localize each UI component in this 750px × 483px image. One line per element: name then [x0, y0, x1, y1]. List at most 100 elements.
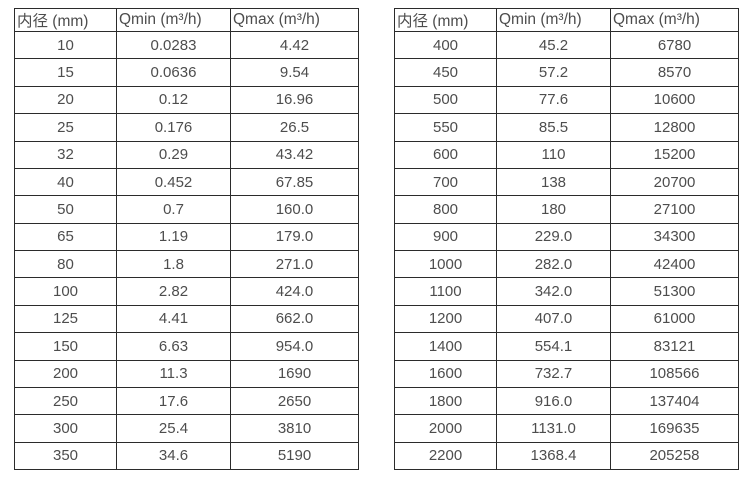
table-cell: 25: [14, 113, 117, 142]
table-row: 600 110 15200: [394, 140, 739, 169]
table-cell: 900: [394, 222, 497, 252]
table-cell: 20700: [610, 167, 739, 197]
table-cell: 169635: [610, 414, 739, 443]
table-row: 15 0.0636 9.54: [14, 58, 359, 87]
table-cell: 6780: [610, 30, 739, 60]
table-cell: 34.6: [116, 441, 231, 471]
table-cell: 407.0: [496, 304, 611, 334]
table-row: 2200 1368.4 205258: [394, 441, 739, 471]
table-cell: 16.96: [230, 85, 359, 115]
table-cell: 10: [14, 30, 117, 60]
table-cell: 180: [496, 195, 611, 224]
flow-spec-table-small-diameters: 内径 (mm) Qmin (m³/h) Qmax (m³/h) 10 0.0283 4.…: [14, 8, 359, 471]
table-cell: 179.0: [230, 222, 359, 252]
table-cell: 0.176: [116, 113, 231, 142]
table-cell: 51300: [610, 277, 739, 306]
table-cell: 50: [14, 195, 117, 224]
table-cell: 916.0: [496, 386, 611, 416]
table-cell: 1.19: [116, 222, 231, 252]
table-cell: 0.29: [116, 140, 231, 169]
table-row: 400 45.2 6780: [394, 30, 739, 60]
table-row: 2000 1131.0 169635: [394, 414, 739, 443]
table-row: 300 25.4 3810: [14, 414, 359, 443]
column-header: 内径 (mm): [394, 8, 497, 32]
table-cell: 17.6: [116, 386, 231, 416]
table-cell: 125: [14, 304, 117, 334]
table-cell: 160.0: [230, 195, 359, 224]
table-cell: 11.3: [116, 359, 231, 388]
table-row: 500 77.6 10600: [394, 85, 739, 115]
table-cell: 700: [394, 167, 497, 197]
table-cell: 4.42: [230, 30, 359, 60]
table-row: 50 0.7 160.0: [14, 195, 359, 224]
table-cell: 954.0: [230, 332, 359, 361]
table-cell: 65: [14, 222, 117, 252]
table-cell: 27100: [610, 195, 739, 224]
table-row: 1200 407.0 61000: [394, 304, 739, 334]
table-cell: 32: [14, 140, 117, 169]
table-cell: 80: [14, 249, 117, 279]
table-cell: 2.82: [116, 277, 231, 306]
table-row: 1800 916.0 137404: [394, 386, 739, 416]
table-cell: 0.0636: [116, 58, 231, 87]
table-row: 250 17.6 2650: [14, 386, 359, 416]
table-row: 700 138 20700: [394, 167, 739, 197]
table-cell: 1200: [394, 304, 497, 334]
table-row: 900 229.0 34300: [394, 222, 739, 252]
table-cell: 10600: [610, 85, 739, 115]
table-cell: 100: [14, 277, 117, 306]
table-row: 1000 282.0 42400: [394, 249, 739, 279]
table-cell: 0.0283: [116, 30, 231, 60]
table-cell: 250: [14, 386, 117, 416]
table-cell: 5190: [230, 441, 359, 471]
table-cell: 450: [394, 58, 497, 87]
table-cell: 600: [394, 140, 497, 169]
table-cell: 1800: [394, 386, 497, 416]
table-cell: 9.54: [230, 58, 359, 87]
table-cell: 229.0: [496, 222, 611, 252]
table-cell: 271.0: [230, 249, 359, 279]
header-row: 内径 (mm) Qmin (m³/h) Qmax (m³/h): [14, 8, 359, 32]
column-header: Qmin (m³/h): [496, 8, 611, 32]
table-cell: 1.8: [116, 249, 231, 279]
table-row: 200 11.3 1690: [14, 359, 359, 388]
table-cell: 12800: [610, 113, 739, 142]
table-cell: 77.6: [496, 85, 611, 115]
column-header: Qmax (m³/h): [230, 8, 359, 32]
table-row: 1400 554.1 83121: [394, 332, 739, 361]
table-cell: 4.41: [116, 304, 231, 334]
table-cell: 1690: [230, 359, 359, 388]
table-row: 40 0.452 67.85: [14, 167, 359, 197]
table-cell: 61000: [610, 304, 739, 334]
table-cell: 0.452: [116, 167, 231, 197]
table-cell: 732.7: [496, 359, 611, 388]
table-cell: 282.0: [496, 249, 611, 279]
table-cell: 350: [14, 441, 117, 471]
table-cell: 500: [394, 85, 497, 115]
table-cell: 2200: [394, 441, 497, 471]
table-row: 1100 342.0 51300: [394, 277, 739, 306]
column-header: 内径 (mm): [14, 8, 117, 32]
table-cell: 40: [14, 167, 117, 197]
table-cell: 554.1: [496, 332, 611, 361]
table-cell: 108566: [610, 359, 739, 388]
table-cell: 0.7: [116, 195, 231, 224]
table-cell: 1400: [394, 332, 497, 361]
table-cell: 57.2: [496, 58, 611, 87]
table-cell: 0.12: [116, 85, 231, 115]
table-row: 450 57.2 8570: [394, 58, 739, 87]
table-cell: 137404: [610, 386, 739, 416]
table-row: 10 0.0283 4.42: [14, 30, 359, 60]
header-row: 内径 (mm) Qmin (m³/h) Qmax (m³/h): [394, 8, 739, 32]
table-cell: 800: [394, 195, 497, 224]
table-row: 125 4.41 662.0: [14, 304, 359, 334]
table-cell: 205258: [610, 441, 739, 471]
table-cell: 662.0: [230, 304, 359, 334]
column-header: Qmin (m³/h): [116, 8, 231, 32]
table-cell: 550: [394, 113, 497, 142]
table-cell: 1368.4: [496, 441, 611, 471]
table-cell: 1000: [394, 249, 497, 279]
table-row: 1600 732.7 108566: [394, 359, 739, 388]
table-cell: 42400: [610, 249, 739, 279]
